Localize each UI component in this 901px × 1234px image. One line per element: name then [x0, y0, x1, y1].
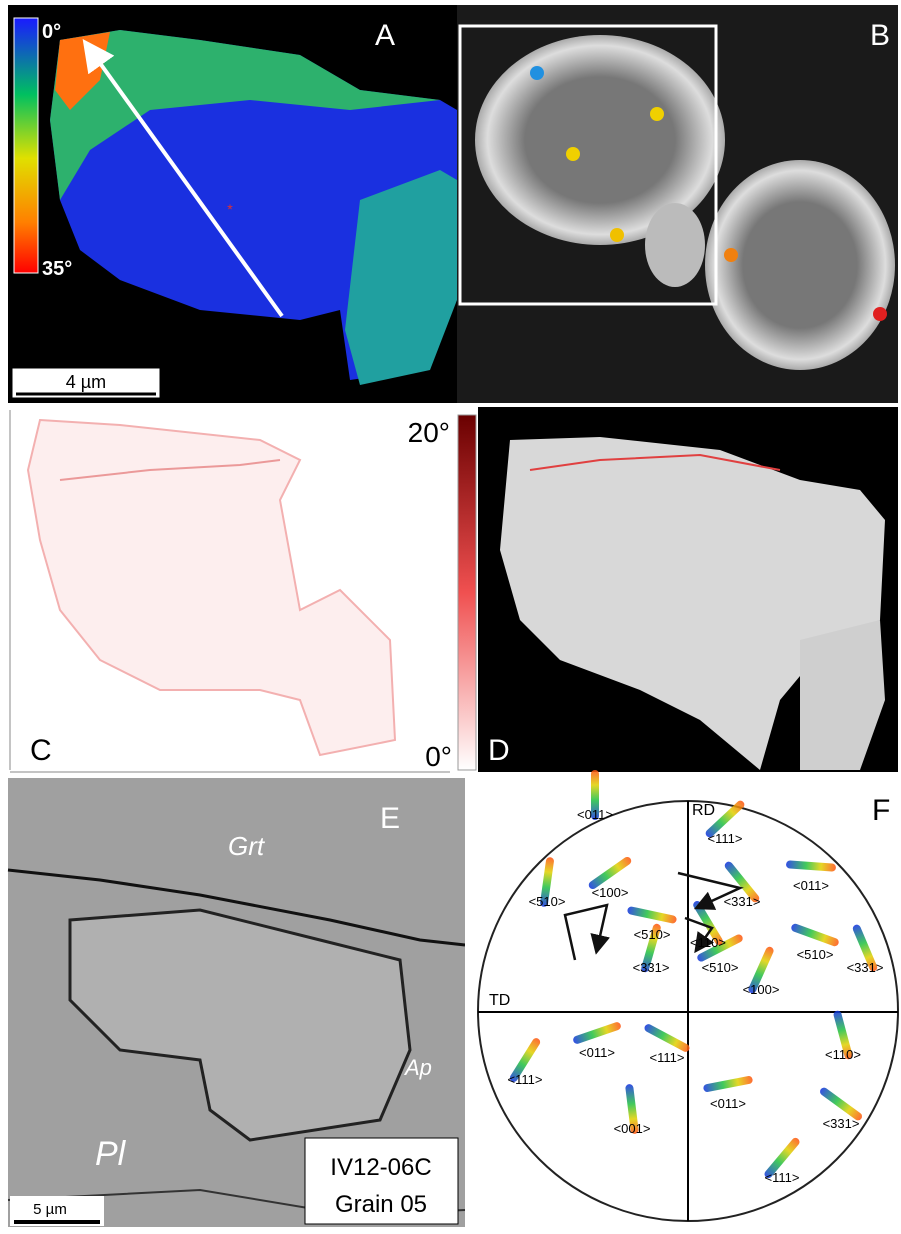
- scale-bar-label: 5 µm: [33, 1201, 67, 1218]
- direction-label: <510>: [797, 947, 834, 962]
- panel-a: * A 0° 35° 4 µm: [8, 5, 457, 403]
- direction-label: <331>: [633, 960, 670, 975]
- direction-label: <110>: [690, 935, 726, 950]
- sample-id: IV12-06C: [330, 1154, 431, 1181]
- scale-bar-label: 4 µm: [66, 372, 106, 392]
- direction-label: <011>: [579, 1045, 615, 1060]
- direction-label: <510>: [634, 927, 671, 942]
- scale-bottom: 35°: [42, 258, 72, 280]
- panel-b: B: [457, 5, 898, 403]
- direction-label: <111>: [508, 1072, 543, 1087]
- direction-label: <001>: [614, 1121, 651, 1136]
- direction-label: <510>: [702, 960, 739, 975]
- scale-top: 0°: [42, 21, 61, 43]
- panel-label: C: [30, 734, 52, 767]
- panel-label: F: [872, 794, 890, 827]
- svg-text:*: *: [227, 201, 233, 217]
- panel-label: D: [488, 734, 510, 767]
- figure: * A 0° 35° 4 µm B C 20° 0°: [0, 0, 901, 1229]
- scale-top: 20°: [408, 417, 450, 448]
- direction-label: <111>: [708, 831, 743, 846]
- direction-label: <100>: [592, 885, 629, 900]
- page: {"panels": { "a": {"label": "A", "scale_…: [0, 0, 901, 1234]
- direction-label: <331>: [847, 960, 884, 975]
- axis-label: RD: [692, 802, 715, 819]
- direction-label: <011>: [710, 1096, 746, 1111]
- panel-d: D: [478, 407, 898, 772]
- grain-id: Grain 05: [335, 1191, 427, 1218]
- panel-c: C 20° 0°: [8, 407, 478, 772]
- direction-label: <331>: [823, 1116, 860, 1131]
- phase-label: Grt: [228, 831, 266, 861]
- panel-label: A: [375, 19, 395, 52]
- direction-label: <111>: [765, 1170, 800, 1185]
- direction-label: <011>: [577, 807, 613, 822]
- direction-label: <100>: [743, 982, 780, 997]
- direction-label: <011>: [793, 878, 829, 893]
- panel-f: F RD TD <011> <111> <011> <331> <510> <100> <5…: [465, 770, 898, 1227]
- phase-label: Ap: [403, 1055, 432, 1080]
- phase-label: Pl: [95, 1135, 127, 1173]
- panel-label: E: [380, 802, 400, 835]
- direction-label: <331>: [724, 894, 761, 909]
- panel-e: E Grt Ap Pl IV12-06C Grain 05 5 µm: [8, 778, 465, 1227]
- scale-bottom: 0°: [425, 741, 452, 772]
- axis-label: TD: [489, 992, 510, 1009]
- panel-label: B: [870, 19, 890, 52]
- direction-label: <510>: [529, 894, 566, 909]
- direction-label: <111>: [650, 1050, 685, 1065]
- direction-label: <110>: [825, 1047, 861, 1062]
